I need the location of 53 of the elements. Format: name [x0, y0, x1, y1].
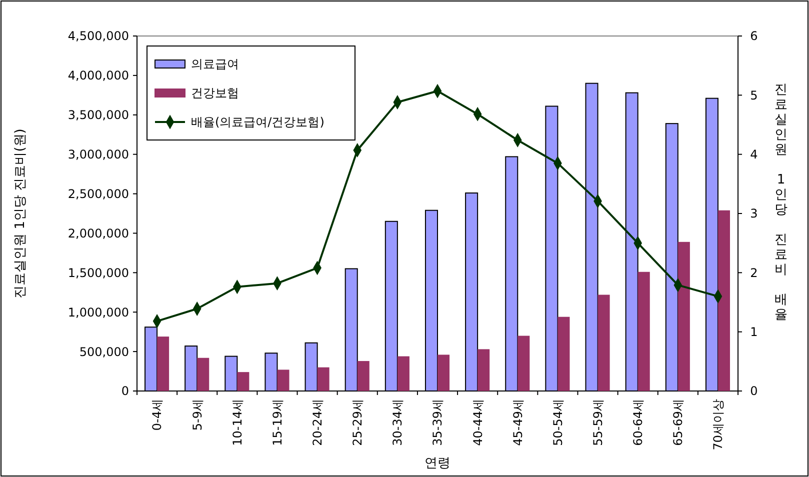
x-tick-label: 35-39세	[430, 399, 445, 446]
bar	[718, 210, 730, 391]
y2-tick-label: 0	[750, 384, 758, 398]
x-tick-label: 25-29세	[350, 399, 365, 446]
bar	[438, 354, 450, 391]
x-tick-label: 70세이상	[711, 399, 726, 450]
y-tick-label: 1,500,000	[68, 266, 129, 280]
bar	[317, 367, 330, 391]
x-tick-label: 40-44세	[470, 399, 485, 446]
legend-label: 건강보험	[191, 86, 239, 100]
bar	[638, 272, 650, 391]
bar	[478, 349, 490, 391]
x-tick-label: 10-14세	[230, 399, 244, 446]
x-tick-label: 60-64세	[631, 399, 646, 446]
y-tick-label: 3,500,000	[68, 108, 129, 122]
bar	[678, 242, 690, 391]
legend-label: 의료급여	[191, 57, 239, 72]
bar	[558, 316, 570, 391]
x-tick-label: 65-69세	[671, 399, 686, 446]
y2-tick-label: 5	[750, 88, 758, 102]
y2-tick-label: 3	[750, 206, 758, 221]
y2-tick-label: 2	[750, 266, 758, 280]
bar	[277, 370, 290, 391]
y2-tick-label: 6	[750, 29, 758, 44]
y-tick-label: 2,000,000	[68, 226, 129, 240]
y2-tick-label: 4	[750, 148, 758, 162]
y-tick-label: 3,000,000	[68, 148, 129, 162]
x-axis-title: 연령	[424, 456, 450, 471]
y-tick-label: 2,500,000	[68, 186, 129, 201]
x-tick-label: 0-4세	[150, 399, 164, 431]
bar	[197, 358, 210, 391]
bar	[357, 361, 370, 391]
y-tick-label: 500,000	[79, 344, 129, 359]
legend-label: 배율(의료급여/건강보험)	[191, 115, 324, 130]
bar	[397, 356, 410, 391]
y-tick-label: 4,500,000	[68, 29, 129, 44]
x-tick-label: 20-24세	[310, 399, 324, 446]
y-tick-label: 4,000,000	[68, 68, 129, 83]
text: 진료실인원 1인당 진료비 배율	[774, 82, 788, 322]
x-tick-label: 55-59세	[590, 399, 605, 446]
x-tick-label: 50-54세	[550, 399, 565, 446]
x-tick-label: 30-34세	[390, 399, 405, 446]
bar	[157, 336, 170, 391]
y-tick-label: 0	[121, 384, 129, 398]
bar	[237, 372, 250, 391]
bar	[598, 294, 610, 391]
x-tick-label: 5-9세	[190, 399, 204, 431]
x-tick-label: 45-49세	[510, 399, 525, 446]
bar	[518, 336, 530, 391]
y-tick-label: 1,000,000	[68, 305, 129, 320]
x-tick-label: 15-19세	[270, 399, 284, 446]
y-axis-title: 진료실인원 1인당 진료비(원)	[13, 128, 28, 298]
y2-tick-label: 1	[750, 325, 758, 340]
